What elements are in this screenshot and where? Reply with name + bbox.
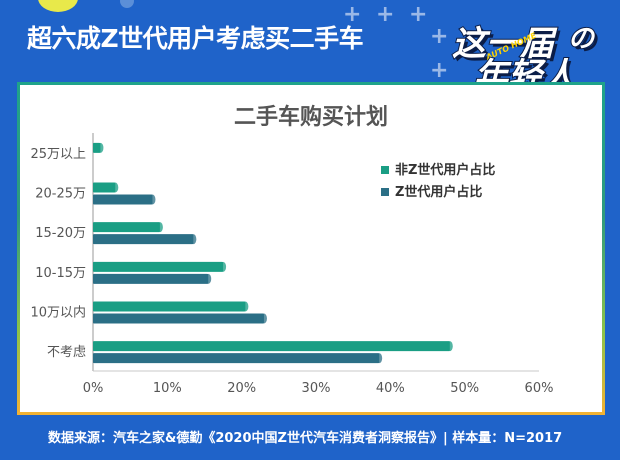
x-tick-label: 0%	[83, 381, 104, 396]
bar-z	[93, 353, 380, 364]
bar-non-z	[93, 261, 224, 272]
category-label: 15-20万	[35, 226, 86, 241]
bar-z-cap	[205, 273, 212, 284]
category-label: 10万以内	[30, 305, 86, 321]
bar-z-cap	[149, 194, 156, 205]
bar-non-z-cap	[112, 182, 119, 193]
legend-label: Z世代用户占比	[395, 184, 482, 200]
bar-z	[93, 194, 153, 205]
bar-z-cap	[260, 313, 267, 324]
bar-non-z-cap	[156, 222, 163, 233]
bar-non-z	[93, 222, 160, 233]
bar-z	[93, 273, 209, 284]
bar-z	[93, 313, 264, 324]
x-tick-label: 10%	[153, 381, 182, 396]
bar-z-cap	[190, 234, 197, 245]
decorative-plus-icon: +	[343, 2, 362, 27]
bar-non-z	[93, 182, 116, 193]
data-source-footer: 数据来源：汽车之家&德勤《2020中国Z世代汽车消费者洞察报告》| 样本量：N=…	[48, 431, 563, 446]
category-label: 不考虑	[47, 345, 86, 360]
bar-non-z-cap	[242, 301, 249, 312]
category-label: 20-25万	[35, 187, 86, 202]
bar-non-z-cap	[97, 142, 104, 153]
logo-text-line1: 这一届	[451, 23, 555, 65]
bar-non-z	[93, 301, 246, 312]
category-label: 25万以上	[30, 147, 86, 162]
logo-text-no: の	[567, 23, 595, 55]
bar-z	[93, 234, 194, 245]
decorative-dot	[120, 0, 134, 8]
decorative-plus-icon: +	[376, 2, 395, 27]
x-tick-label: 40%	[376, 381, 405, 396]
bar-z-cap	[376, 353, 383, 364]
bar-non-z-cap	[220, 261, 227, 272]
page-title: 超六成Z世代用户考虑买二手车	[27, 24, 364, 53]
legend-swatch	[381, 166, 389, 174]
decorative-plus-icon: +	[409, 2, 428, 27]
category-label: 10-15万	[35, 266, 86, 281]
chart-title: 二手车购买计划	[233, 105, 388, 130]
x-tick-label: 60%	[525, 381, 554, 396]
x-tick-label: 20%	[227, 381, 256, 396]
bar-non-z-cap	[446, 341, 453, 352]
decorative-dot	[38, 0, 78, 12]
decorative-plus-icon: +	[430, 58, 449, 83]
legend-swatch	[381, 188, 389, 196]
decorative-plus-icon: +	[430, 24, 449, 49]
bar-non-z	[93, 341, 450, 352]
x-tick-label: 50%	[450, 381, 479, 396]
legend-label: 非Z世代用户占比	[395, 162, 495, 178]
x-tick-label: 30%	[302, 381, 331, 396]
